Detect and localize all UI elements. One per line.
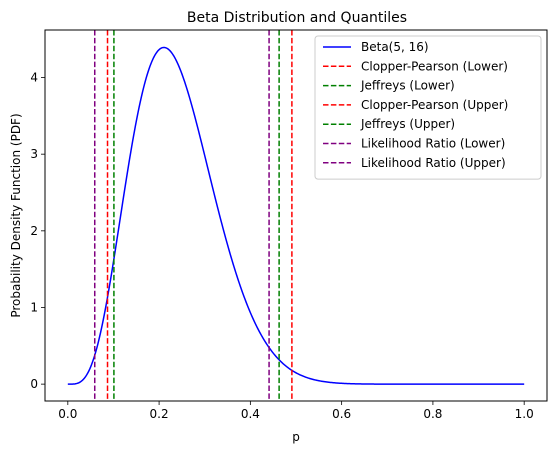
y-tick-label: 3 xyxy=(30,147,38,161)
y-tick-label: 4 xyxy=(30,71,38,85)
x-tick-label: 0.2 xyxy=(150,407,169,421)
legend-entry: Jeffreys (Upper) xyxy=(360,117,455,131)
y-axis: 0 1 2 3 4 xyxy=(30,71,45,392)
chart-title: Beta Distribution and Quantiles xyxy=(187,10,407,26)
y-tick-label: 0 xyxy=(30,377,38,391)
legend-entry: Clopper-Pearson (Upper) xyxy=(361,98,508,112)
y-tick-label: 2 xyxy=(30,224,38,238)
x-tick-label: 0.4 xyxy=(241,407,260,421)
y-axis-label: Probability Density Function (PDF) xyxy=(9,113,23,317)
x-tick-label: 1.0 xyxy=(515,407,534,421)
x-tick-label: 0.8 xyxy=(423,407,442,421)
legend-entry: Likelihood Ratio (Lower) xyxy=(361,137,505,151)
legend-entry: Beta(5, 16) xyxy=(361,40,429,54)
x-tick-label: 0.0 xyxy=(58,407,77,421)
legend-entry: Clopper-Pearson (Lower) xyxy=(361,59,508,73)
legend-entry: Jeffreys (Lower) xyxy=(360,79,455,93)
x-tick-label: 0.6 xyxy=(332,407,351,421)
legend-entry: Likelihood Ratio (Upper) xyxy=(361,156,506,170)
y-tick-label: 1 xyxy=(30,300,38,314)
legend: Beta(5, 16) Clopper-Pearson (Lower) Jeffre… xyxy=(315,36,541,179)
x-axis-label: p xyxy=(292,430,300,444)
x-axis: 0.0 0.2 0.4 0.6 0.8 1.0 xyxy=(58,401,533,421)
